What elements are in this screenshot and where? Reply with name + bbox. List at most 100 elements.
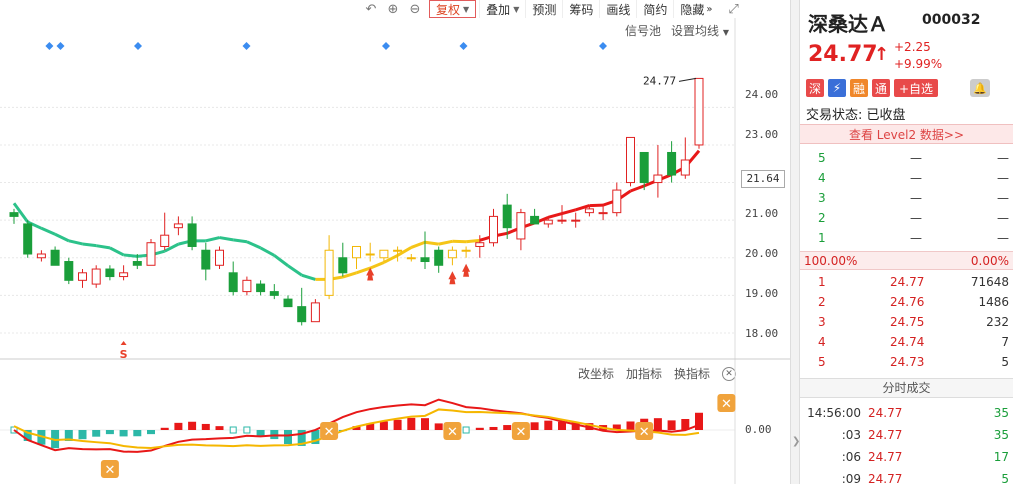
candle-body [530,215,540,225]
macd-bar [393,419,402,430]
signal-pool-link[interactable]: 信号池 [625,24,662,38]
zoom-in-icon[interactable]: ⊕ [387,1,399,17]
indicator-plot[interactable]: ✕ ✕ ✕ ✕ ✕ ✕ [0,360,790,484]
rocket-icon [462,263,471,277]
tick-row: :09 24.77 5 [841,472,1009,484]
close-icon[interactable]: ✕ [722,366,737,381]
candle-body [9,212,19,217]
level2-link[interactable]: 查看 Level2 数据>> [800,124,1013,144]
candle-body [584,208,594,214]
ma-line-segment [40,226,56,236]
overlay-button[interactable]: 叠加 ▼ [479,0,525,18]
collapse-arrow-icon[interactable]: ❯ [792,436,801,447]
y-tick-label: 19.00 [745,287,779,300]
add-indicator-link[interactable]: 加指标 [626,367,663,381]
candle-body [50,249,60,266]
candle-body [105,268,115,278]
macd-bar [311,430,320,445]
candle-body [461,249,471,252]
undo-icon[interactable]: ↶ [365,1,377,17]
macd-bar [503,425,512,430]
ma-settings-link[interactable]: 设置均线 ▼ [671,24,730,38]
candle-body [379,249,389,259]
bid-ask-ratio: 100.00% 0.00% [800,251,1013,270]
candle-body [420,257,430,263]
macd-bar [64,430,73,441]
expand-icon[interactable]: ⤢ [728,1,739,17]
rocket-icon [448,271,457,285]
candle-body [23,223,33,255]
macd-bar [558,421,566,430]
candle-body [78,272,87,281]
candle-body [557,219,567,222]
kline-chart[interactable]: ↶ ⊕ ⊖ 复权 ▼ 叠加 ▼ 预测 筹码 画线 简约 隐藏» ⤢ 信号池 设置均线… [0,0,790,484]
stock-badges: 深 ⚡ 融 通 +自选 [806,79,939,97]
ma-line-segment [259,246,276,257]
candle-body [434,249,444,266]
macd-bar [297,430,306,446]
candle-body [365,253,375,256]
panel-splitter[interactable] [790,0,800,484]
chart-header-links: 信号池 设置均线 ▼ [625,22,729,39]
ma-line-segment [561,208,577,216]
ma-line-segment [27,220,43,230]
ma-line-segment [95,244,111,250]
bell-icon[interactable]: 🔔 [970,79,990,97]
y-tick-label: 24.00 [745,88,779,101]
cross-signal-glyph: ✕ [721,397,732,412]
connect-badge: 通 [872,79,890,97]
candle-body [160,234,170,247]
candle-body [667,151,677,176]
cross-signal-icon [443,422,462,440]
macd-bar [160,427,169,430]
ma-line-segment [629,184,645,193]
chips-button[interactable]: 筹码 [562,0,599,18]
rocket-icon [366,267,375,281]
switch-indicator-link[interactable]: 换指标 [674,367,711,381]
indicator-header-links: 改坐标 加指标 换指标 ✕ [578,365,737,382]
y-tick-label: 23.00 [745,128,779,141]
macd-bar [626,421,635,430]
ask-row: 3— — [818,191,1009,205]
ma-line-segment [273,254,289,267]
draw-line-button[interactable]: 画线 [599,0,636,18]
zoom-out-icon[interactable]: ⊖ [409,1,421,17]
macd-bar [92,430,101,437]
high-price-annotation: 24.77 [643,74,676,87]
ma-line-segment [301,273,316,281]
trade-status: 交易状态: 已收盘 [806,108,906,123]
margin-badge: 融 [850,79,868,97]
cross-signal-glyph: ✕ [639,425,650,440]
bid-row: 2 24.76 1486 [818,295,1009,309]
ma-line-segment [54,232,70,243]
macd-bar [78,430,87,440]
adjust-rights-button[interactable]: 复权 ▼ [429,0,477,18]
candle-body [393,249,403,252]
ma-line-segment [82,242,97,248]
macd-bar [201,423,210,430]
ask-row: 1— — [818,231,1009,245]
macd-bar [530,422,539,430]
arrow-up-icon: ↑ [874,44,890,65]
simple-mode-button[interactable]: 简约 [636,0,673,18]
ma-line-segment [205,236,220,243]
macd-bar [653,418,662,430]
candle-body [173,223,183,229]
tick-row: 14:56:00 24.77 35 [807,406,1009,420]
candle-body [639,151,649,184]
ma-line-segment [164,242,180,253]
ma-line-segment [219,236,234,242]
add-watchlist-button[interactable]: +自选 [894,79,939,97]
candle-body [269,291,279,296]
change-coord-link[interactable]: 改坐标 [578,367,615,381]
hide-button[interactable]: 隐藏» [673,0,718,18]
price-plot[interactable]: S 24.77 [0,18,790,360]
macd-bar [379,421,388,430]
ma-line-segment [109,246,125,257]
chevron-down-icon: ▼ [722,28,730,37]
forecast-button[interactable]: 预测 [525,0,562,18]
annotation-arrow [678,77,697,82]
macd-bar [434,423,443,430]
ask-row: 2— — [818,211,1009,225]
candle-body [201,249,211,270]
